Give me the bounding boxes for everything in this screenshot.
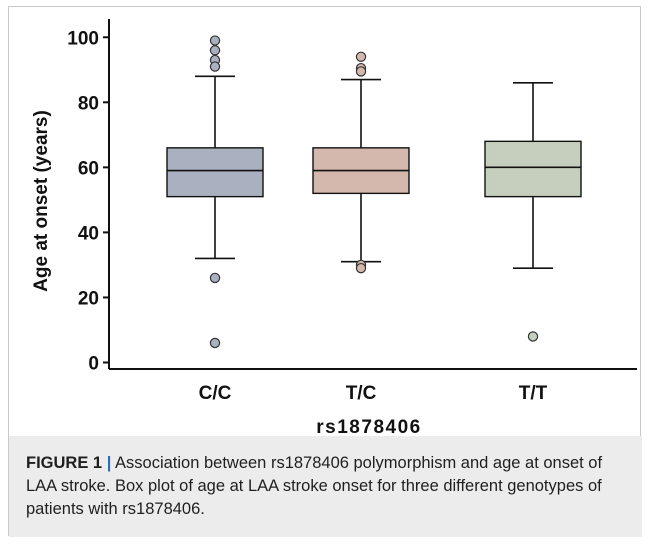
outlier-point (209, 35, 221, 46)
iqr-box (484, 140, 582, 198)
x-tick-label: T/C (346, 383, 377, 404)
y-tick-label: 100 (67, 28, 99, 49)
y-tick-label: 80 (78, 93, 99, 114)
caption-label: FIGURE 1 (26, 454, 103, 472)
outlier-point (209, 337, 221, 349)
outlier-point (209, 272, 221, 284)
box-group-c-c (166, 35, 264, 349)
box-group-t-c (312, 51, 410, 274)
outlier-point (355, 66, 367, 77)
plot-area: 0 20 40 60 80 100 Age at onset (years) C/C T/C T/… (9, 7, 642, 438)
figure-frame: 0 20 40 60 80 100 Age at onset (years) C/C T/C T/… (8, 6, 642, 537)
x-tick-label: T/T (519, 383, 548, 404)
figure-caption: FIGURE 1 | Association between rs1878406… (9, 436, 642, 537)
outlier-point (209, 45, 221, 56)
y-tick-label: 60 (78, 158, 99, 179)
x-tick-label: C/C (199, 383, 232, 404)
y-tick-label: 20 (78, 288, 99, 309)
y-axis-title: Age at onset (years) (31, 110, 52, 292)
outlier-point (209, 61, 221, 72)
caption-separator: | (106, 454, 112, 472)
outlier-point (527, 331, 539, 342)
y-tick-label: 40 (78, 223, 99, 244)
box-plot-chart: 0 20 40 60 80 100 Age at onset (years) C/C T/C T/… (31, 19, 637, 438)
outlier-point (355, 262, 367, 274)
x-axis-title: rs1878406 (316, 417, 421, 437)
iqr-box (166, 147, 264, 198)
box-group-t-t (484, 81, 582, 342)
y-tick-label: 0 (88, 353, 99, 374)
outlier-point (355, 51, 367, 62)
caption-text: Association between rs1878406 polymorphi… (26, 454, 603, 518)
